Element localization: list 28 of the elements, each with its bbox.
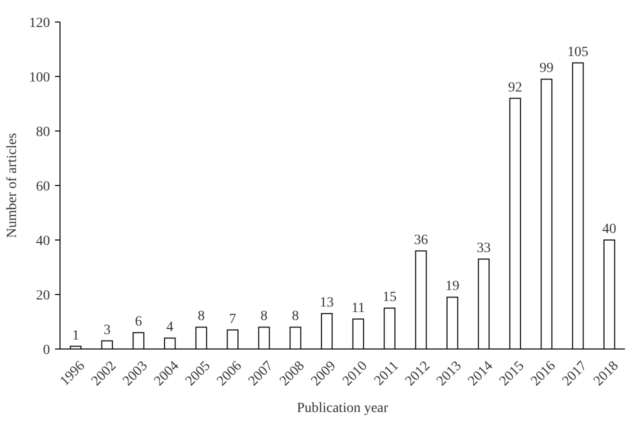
data-label: 92 <box>508 80 522 96</box>
y-tick-label: 20 <box>36 288 50 304</box>
data-label: 7 <box>229 312 236 327</box>
data-label: 1 <box>72 328 80 344</box>
y-axis-title: Number of articles <box>5 133 20 238</box>
data-label: 99 <box>540 61 554 76</box>
data-label: 8 <box>198 309 205 324</box>
data-label: 13 <box>320 296 334 311</box>
data-label: 8 <box>260 309 268 324</box>
data-label: 33 <box>476 241 491 256</box>
data-label: 19 <box>445 279 460 294</box>
y-tick-label: 40 <box>36 234 50 249</box>
data-label: 105 <box>567 44 588 60</box>
y-tick-label: 0 <box>43 342 50 358</box>
y-tick-label: 80 <box>36 124 50 140</box>
data-label: 4 <box>166 320 174 336</box>
y-tick-label: 100 <box>29 70 50 86</box>
data-label: 8 <box>292 309 299 324</box>
data-label: 11 <box>351 301 365 316</box>
data-label: 6 <box>134 314 142 330</box>
x-axis-title: Publication year <box>296 401 389 416</box>
data-label: 3 <box>104 322 111 338</box>
x-tick-label: 2011 <box>372 358 402 389</box>
data-label: 36 <box>414 232 428 248</box>
y-tick-label: 120 <box>29 16 50 31</box>
data-label: 40 <box>602 222 616 237</box>
y-tick-label: 60 <box>36 179 50 194</box>
data-label: 15 <box>382 290 397 306</box>
